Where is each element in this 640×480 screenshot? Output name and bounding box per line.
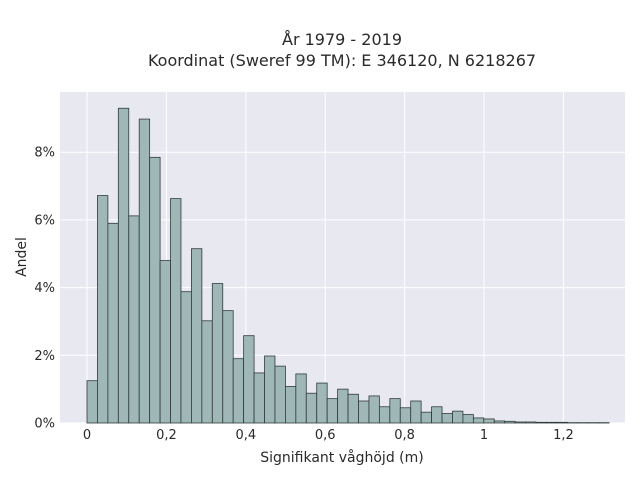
histogram-bar — [264, 355, 276, 424]
histogram-bar — [274, 365, 286, 424]
histogram-bar — [180, 291, 192, 424]
histogram-bar — [305, 392, 318, 424]
histogram-bar — [149, 156, 161, 424]
histogram-bar — [546, 421, 558, 424]
y-tick-label: 0% — [34, 417, 55, 432]
histogram-bar — [337, 388, 349, 424]
histogram-bar — [514, 421, 526, 424]
chart-title-line-2: Koordinat (Sweref 99 TM): E 346120, N 62… — [148, 51, 536, 70]
histogram-bar — [316, 382, 328, 424]
y-tick-label: 6% — [34, 213, 55, 228]
histogram-bar — [201, 320, 213, 424]
histogram-bar — [483, 418, 495, 424]
chart-title-line-1: År 1979 - 2019 — [282, 30, 402, 49]
histogram-bar — [107, 222, 119, 424]
histogram-bar — [97, 195, 109, 424]
histogram-bar — [452, 410, 464, 424]
histogram-bar — [222, 310, 234, 424]
x-tick-label: 0,8 — [394, 428, 415, 443]
histogram-bar — [389, 398, 401, 424]
histogram-bar — [347, 393, 359, 424]
histogram-bar — [410, 400, 422, 424]
y-tick-label: 8% — [34, 146, 55, 161]
x-tick-label: 0 — [83, 428, 91, 443]
histogram-bar — [253, 372, 265, 424]
x-tick-label: 0,6 — [315, 428, 336, 443]
histogram-bar — [285, 386, 297, 424]
x-tick-label: 0,4 — [235, 428, 256, 443]
histogram-bar — [399, 407, 412, 424]
histogram-bar — [243, 335, 255, 424]
histogram-bar — [138, 118, 151, 424]
histogram-bar — [493, 420, 506, 424]
histogram-bar — [86, 380, 98, 424]
x-tick-label: 1,2 — [553, 428, 574, 443]
x-tick-label: 1 — [480, 428, 488, 443]
histogram-bar — [462, 414, 474, 424]
histogram-bar — [378, 406, 391, 424]
histogram-bar — [420, 411, 432, 424]
histogram-bar — [431, 406, 443, 424]
histogram-bar — [170, 198, 182, 424]
histogram-bar — [535, 421, 547, 424]
histogram-bar — [525, 421, 537, 424]
histogram-bars — [86, 107, 610, 424]
y-tick-label: 2% — [34, 349, 55, 364]
histogram-bar — [504, 420, 516, 424]
histogram-bar — [232, 358, 245, 424]
histogram-bar — [472, 417, 485, 424]
histogram-bar — [159, 260, 171, 424]
histogram-bar — [368, 395, 380, 424]
y-axis-label: Andel — [14, 237, 30, 277]
y-tick-label: 4% — [34, 281, 55, 296]
histogram-bar — [191, 248, 203, 424]
x-tick-label: 0,2 — [156, 428, 177, 443]
histogram-bar — [326, 398, 339, 424]
histogram-bar — [358, 400, 370, 424]
histogram-bar — [441, 413, 453, 424]
histogram-bar — [211, 283, 224, 424]
histogram-bar — [556, 421, 568, 424]
histogram-bar — [128, 215, 140, 424]
x-axis-label: Signifikant våghöjd (m) — [260, 449, 423, 466]
x-axis-ticks: 0 0,2 0,4 0,6 0,8 1 1,2 — [83, 428, 574, 443]
histogram-bar — [295, 373, 307, 424]
histogram-bar — [117, 107, 130, 424]
y-axis-ticks: 0% 2% 4% 6% 8% — [34, 146, 55, 432]
